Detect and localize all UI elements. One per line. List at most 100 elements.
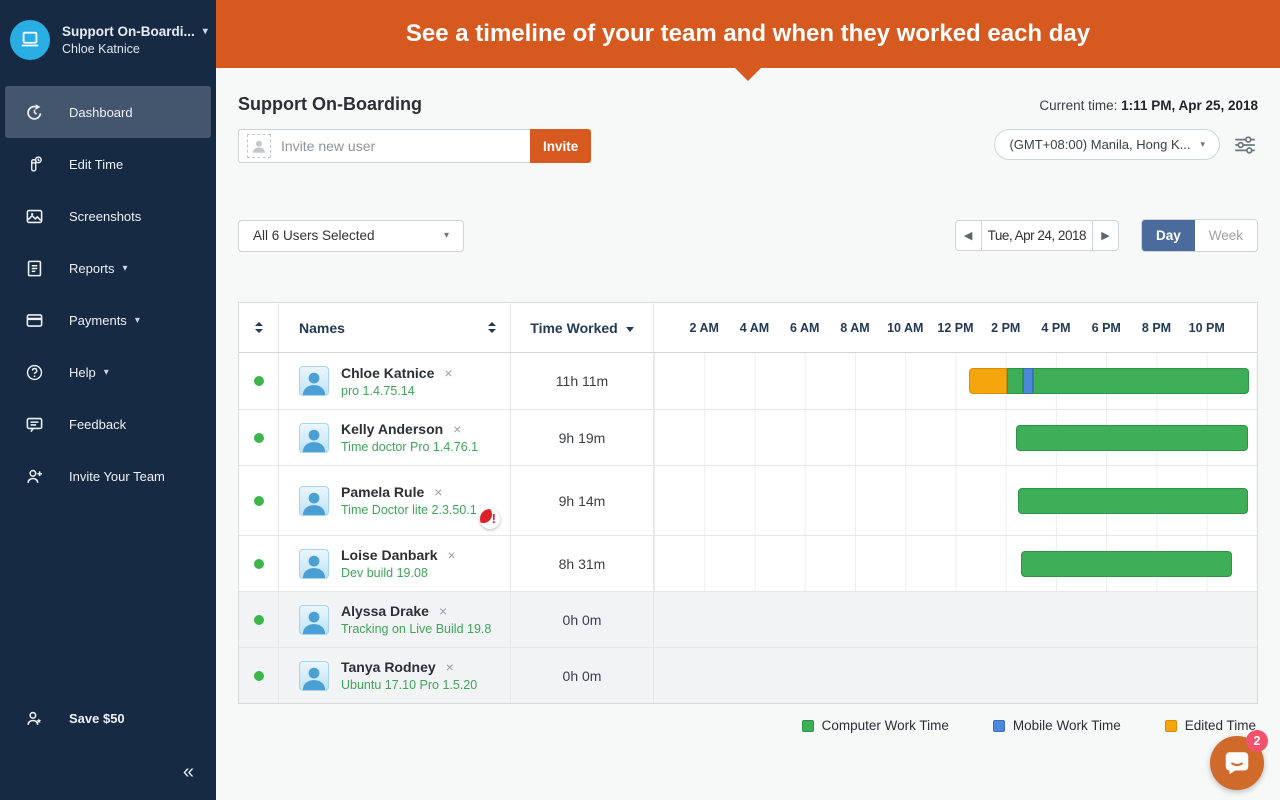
sidebar-item-label: Reports xyxy=(69,260,115,276)
main-area: See a timeline of your team and when the… xyxy=(216,0,1280,800)
time-worked-value: 9h 14m xyxy=(558,492,606,509)
mobile-work-bar[interactable] xyxy=(1022,368,1033,394)
time-worked-header[interactable]: Time Worked xyxy=(511,303,654,352)
user-app-version: pro 1.4.75.14 xyxy=(341,383,415,398)
sort-status-header[interactable] xyxy=(239,303,279,352)
invite-button[interactable]: Invite xyxy=(530,129,592,163)
online-status-dot xyxy=(253,558,264,569)
warning-badge-icon[interactable]: ! xyxy=(480,509,500,529)
next-day-button[interactable]: ▶ xyxy=(1091,220,1119,251)
time-worked-header-label: Time Worked xyxy=(530,319,618,336)
sidebar-item-help[interactable]: Help ▾ xyxy=(5,346,211,398)
remove-user-icon[interactable]: × xyxy=(447,547,456,563)
user-cell: Loise Danbark × Dev build 19.08 xyxy=(279,536,511,591)
user-app-version: Dev build 19.08 xyxy=(341,566,428,580)
legend-label: Computer Work Time xyxy=(821,718,949,733)
account-switcher[interactable]: Support On-Boardi... ▾ Chloe Katnice xyxy=(0,0,216,82)
edited-work-bar[interactable] xyxy=(969,368,1007,394)
save-label: Save $50 xyxy=(69,710,125,726)
users-dropdown[interactable]: All 6 Users Selected ▾ xyxy=(238,219,464,252)
timeline-cell xyxy=(654,466,1257,535)
sidebar-item-label: Invite Your Team xyxy=(69,468,165,484)
day-view-toggle[interactable]: Day xyxy=(1141,220,1195,251)
time-worked-value: 11h 11m xyxy=(555,373,609,389)
timeline-table: Names Time Worked 2 AM 4 AM 6 AM 8 AM 10 AM 1… xyxy=(238,302,1258,704)
filter-sliders-icon[interactable] xyxy=(1232,132,1258,158)
user-cell: Pamela Rule × Time Doctor lite 2.3.50.1! xyxy=(279,466,511,535)
time-worked-cell: 11h 11m xyxy=(511,353,654,409)
chat-launcher-button[interactable]: 2 xyxy=(1210,730,1268,790)
status-cell xyxy=(239,536,279,591)
table-row: Alyssa Drake × Tracking on Live Build 19.8… xyxy=(239,591,1257,647)
names-header[interactable]: Names xyxy=(279,303,511,352)
remove-user-icon[interactable]: × xyxy=(434,484,443,500)
sidebar-item-edit-time[interactable]: Edit Time xyxy=(5,138,211,190)
dashboard-icon xyxy=(23,101,45,123)
online-status-dot xyxy=(253,495,264,506)
sidebar-item-save-50[interactable]: Save $50 xyxy=(0,692,216,744)
sidebar-item-dashboard[interactable]: Dashboard xyxy=(5,86,211,138)
time-worked-value: 0h 0m xyxy=(562,611,602,628)
computer-work-bar[interactable] xyxy=(1007,368,1023,394)
sidebar-item-screenshots[interactable]: Screenshots xyxy=(5,190,211,242)
users-dropdown-value: All 6 Users Selected xyxy=(253,228,375,243)
sidebar-item-label: Dashboard xyxy=(69,104,133,120)
timezone-value: (GMT+08:00) Manila, Hong K... xyxy=(1009,137,1191,152)
remove-user-icon[interactable]: × xyxy=(453,421,462,437)
remove-user-icon[interactable]: × xyxy=(438,603,448,619)
table-header: Names Time Worked 2 AM 4 AM 6 AM 8 AM 10 AM 1… xyxy=(239,303,1257,353)
legend-label: Edited Time xyxy=(1184,718,1256,733)
time-worked-cell: 9h 19m xyxy=(511,410,654,465)
sidebar-item-invite-your-team[interactable]: Invite Your Team xyxy=(5,450,211,502)
date-display[interactable]: Tue, Apr 24, 2018 xyxy=(981,220,1092,251)
sidebar-item-label: Screenshots xyxy=(69,208,142,224)
sidebar-item-payments[interactable]: Payments ▾ xyxy=(5,294,211,346)
help-icon xyxy=(23,361,45,383)
chat-unread-badge: 2 xyxy=(1246,730,1268,752)
timeline-cell xyxy=(654,353,1257,409)
time-worked-cell: 0h 0m xyxy=(511,592,654,647)
computer-work-bar[interactable] xyxy=(1018,487,1249,514)
names-header-label: Names xyxy=(299,319,345,336)
sidebar-item-label: Feedback xyxy=(69,416,127,432)
sidebar-item-feedback[interactable]: Feedback xyxy=(5,398,211,450)
sort-updown-icon xyxy=(254,322,263,333)
hour-label: 8 AM xyxy=(840,320,870,335)
hour-label: 6 AM xyxy=(790,320,820,335)
user-name: Tanya Rodney xyxy=(341,659,436,675)
week-view-toggle[interactable]: Week xyxy=(1194,220,1257,251)
sidebar-item-reports[interactable]: Reports ▾ xyxy=(5,242,211,294)
user-app-version: Tracking on Live Build 19.8 xyxy=(341,622,492,636)
user-name: Kelly Anderson xyxy=(341,421,444,437)
invite-new-user-input[interactable] xyxy=(281,138,522,154)
chevron-down-icon: ▾ xyxy=(1200,139,1205,149)
sidebar-nav: Dashboard Edit Time Screenshots Reports ▾ Pay… xyxy=(0,86,216,502)
chevron-down-icon: ▾ xyxy=(103,366,109,378)
avatar xyxy=(299,422,329,453)
sidebar-collapse-button[interactable]: « xyxy=(0,744,216,800)
prev-day-button[interactable]: ◀ xyxy=(954,220,982,251)
collapse-chevrons-icon: « xyxy=(182,760,194,783)
online-status-dot xyxy=(253,376,264,386)
current-time-label: Current time: xyxy=(1039,98,1118,113)
feedback-icon xyxy=(23,413,45,435)
computer-work-bar[interactable] xyxy=(1015,424,1249,451)
remove-user-icon[interactable]: × xyxy=(444,364,453,381)
computer-work-bar[interactable] xyxy=(1020,550,1232,577)
status-cell xyxy=(239,410,279,465)
computer-work-bar[interactable] xyxy=(1032,368,1250,394)
user-app-version: Ubuntu 17.10 Pro 1.5.20 xyxy=(341,678,478,692)
promo-banner: See a timeline of your team and when the… xyxy=(216,0,1280,68)
user-name: Chloe Katnice xyxy=(341,364,435,381)
user-star-icon xyxy=(23,707,45,729)
hour-label: 4 PM xyxy=(1041,320,1071,335)
legend-item-computer: Computer Work Time xyxy=(801,718,949,733)
chevron-down-icon: ▾ xyxy=(134,314,140,326)
timezone-dropdown[interactable]: (GMT+08:00) Manila, Hong K... ▾ xyxy=(994,129,1220,160)
avatar xyxy=(299,548,329,579)
legend-swatch xyxy=(801,719,814,732)
remove-user-icon[interactable]: × xyxy=(445,659,454,675)
legend-item-edited: Edited Time xyxy=(1164,718,1256,733)
user-app-version: Time Doctor lite 2.3.50.1 xyxy=(341,503,477,517)
banner-text: See a timeline of your team and when the… xyxy=(405,20,1091,47)
